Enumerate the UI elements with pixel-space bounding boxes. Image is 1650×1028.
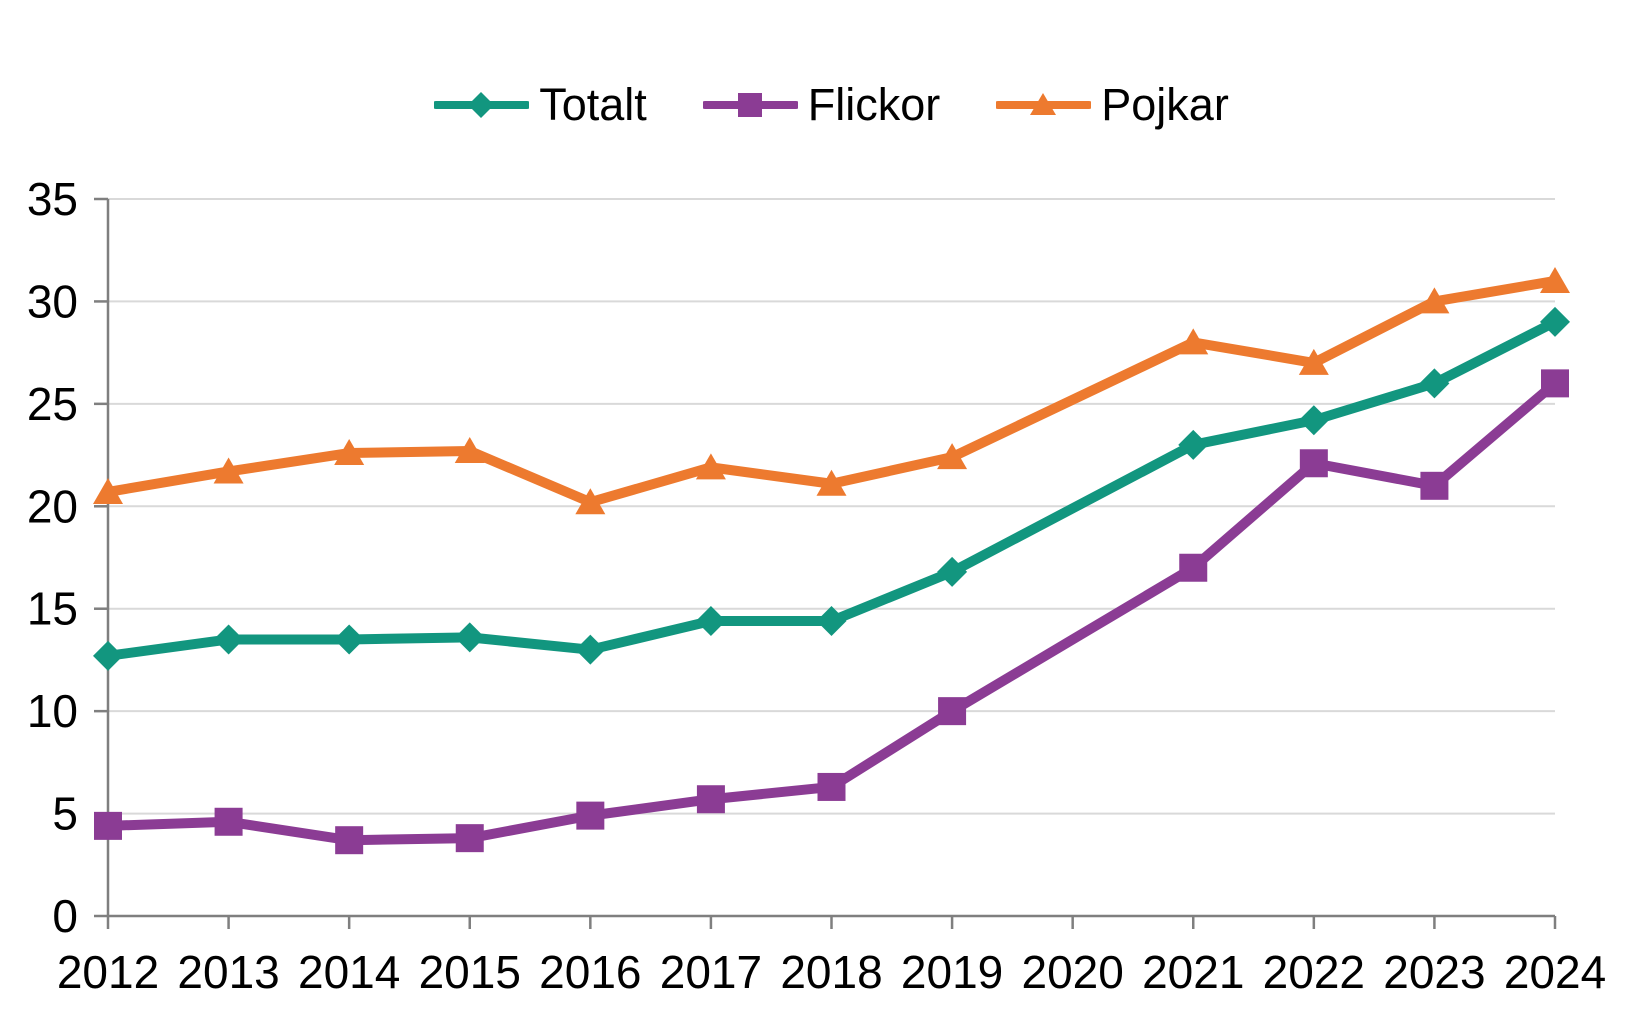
y-axis-label: 0 [52,890,78,942]
pojkar-marker [454,436,485,463]
totalt-marker [1419,368,1450,399]
totalt-marker [93,640,123,671]
pojkar-marker [1298,348,1329,375]
flickor-marker [1541,369,1569,398]
pojkar-marker [816,469,847,496]
pojkar-marker [334,439,365,466]
pojkar-line [103,275,1560,508]
y-axis-label: 15 [27,583,78,635]
pojkar-marker [1419,287,1450,314]
y-axis-label: 25 [27,378,78,430]
totalt-marker [1298,405,1329,436]
x-axis-label: 2020 [1021,946,1123,998]
gridlines [108,198,1555,815]
pojkar-marker [937,443,968,470]
totalt-marker [213,624,244,655]
x-axis-label: 2022 [1263,946,1365,998]
flickor-marker [94,811,122,840]
x-axis-label: 2024 [1504,946,1606,998]
y-axis-labels: 0 5 10 15 20 25 30 35 [27,173,78,942]
flickor-marker [214,807,243,836]
x-axis-label: 2017 [660,946,762,998]
flickor-marker [938,697,967,726]
totalt-marker [816,606,847,637]
pojkar-marker [575,488,606,515]
x-axis-label: 2019 [901,946,1003,998]
x-axis-label: 2021 [1142,946,1244,998]
pojkar-marker [695,453,726,480]
totalt-marker [575,634,606,665]
x-axis-label: 2023 [1383,946,1485,998]
y-axis-label: 35 [27,173,78,225]
pojkar-marker [1540,266,1570,293]
series-flickor [94,369,1569,855]
totalt-marker [1178,429,1209,460]
flickor-marker [1420,471,1449,500]
flickor-marker [1299,449,1328,478]
x-axis-label: 2016 [539,946,641,998]
totalt-line [103,316,1560,661]
totalt-marker [334,624,365,655]
x-axis-label: 2012 [57,946,159,998]
y-axis-label: 20 [27,480,78,532]
x-axis-label: 2013 [177,946,279,998]
pojkar-marker [1178,328,1209,355]
pojkar-marker [93,477,123,504]
flickor-marker [817,772,846,801]
series-totalt [93,306,1570,671]
flickor-marker [455,824,484,853]
y-axis-label: 10 [27,685,78,737]
x-axis-label: 2014 [298,946,400,998]
totalt-marker [937,556,968,587]
totalt-marker [454,622,485,653]
x-axis-label: 2015 [419,946,521,998]
flickor-marker [696,785,725,814]
flickor-line [103,378,1560,846]
x-axis-labels: 2012 2013 2014 2015 2016 2017 2018 2019 2020 2021… [57,946,1606,998]
flickor-marker [335,826,364,855]
y-axis-label: 5 [52,788,78,840]
flickor-marker [1179,553,1208,582]
pojkar-marker [213,457,244,484]
flickor-marker [576,801,605,830]
y-axis-label: 30 [27,275,78,327]
totalt-marker [1540,306,1570,337]
axes [94,197,1557,929]
x-axis-label: 2018 [780,946,882,998]
series-pojkar [93,266,1570,515]
totalt-marker [695,606,726,637]
